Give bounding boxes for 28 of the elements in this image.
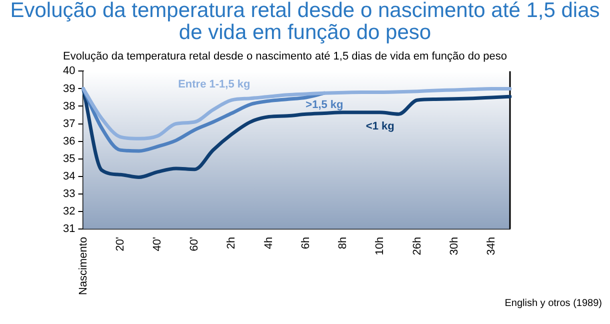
chart-title: Evolução da temperatura retal desde o nascimento até 1,5 dias de vida em função do peso: [9, 0, 601, 44]
text: English y otros (1989): [504, 298, 602, 309]
y-tick-label: 37: [62, 118, 76, 130]
x-tick-label: 4h: [262, 236, 275, 250]
y-tick-label: 38: [62, 100, 76, 112]
x-tick-label: Nascimento: [77, 236, 90, 295]
series-label: >1,5 kg: [306, 99, 344, 112]
x-tick-label: 10h: [374, 236, 386, 256]
x-tick-label: 8h: [337, 236, 350, 250]
x-tick-label: 60': [188, 236, 201, 252]
y-tick-label: 32: [62, 205, 76, 218]
x-tick-label: 20': [114, 236, 126, 252]
x-tick-label: 26h: [411, 236, 424, 256]
x-tick-label: 6h: [300, 236, 312, 250]
x-tick-label: 40': [151, 236, 164, 252]
y-tick-label: 35: [62, 152, 76, 165]
chart-subtitle: Evolução da temperatura retal desde o nascimento até 1,5 dias de vida em função do peso: [63, 50, 507, 63]
x-tick-label: 2h: [226, 236, 238, 250]
y-tick-label: 40: [62, 65, 76, 78]
y-tick-label: 31: [62, 222, 76, 235]
x-tick-label: 34h: [485, 236, 498, 256]
x-tick-label: 30h: [448, 236, 460, 256]
y-tick-label: 33: [62, 188, 76, 200]
y-tick-label: 39: [62, 82, 76, 95]
y-tick-label: 34: [62, 170, 76, 182]
series-label: <1 kg: [366, 120, 394, 132]
series-label: Entre 1-1,5 kg: [178, 78, 250, 90]
y-tick-label: 36: [62, 135, 76, 148]
